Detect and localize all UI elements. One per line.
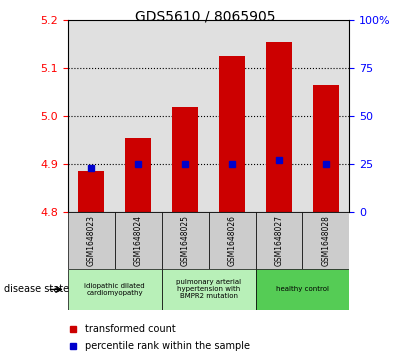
Bar [162, 212, 209, 269]
Bar [313, 85, 339, 212]
Text: pulmonary arterial
hypertension with
BMPR2 mutation: pulmonary arterial hypertension with BMP… [176, 280, 241, 299]
Bar [266, 42, 292, 212]
Text: healthy control: healthy control [276, 286, 329, 293]
Text: transformed count: transformed count [85, 324, 175, 334]
Text: GSM1648025: GSM1648025 [180, 215, 189, 266]
Bar [209, 212, 256, 269]
Bar [256, 269, 349, 310]
Text: disease state: disease state [4, 285, 69, 294]
Bar [302, 212, 349, 269]
Text: GSM1648027: GSM1648027 [275, 215, 284, 266]
Text: GSM1648026: GSM1648026 [228, 215, 237, 266]
Bar [68, 269, 162, 310]
Text: idiopathic dilated
cardiomyopathy: idiopathic dilated cardiomyopathy [84, 283, 145, 296]
Text: GDS5610 / 8065905: GDS5610 / 8065905 [135, 9, 276, 23]
Bar [79, 171, 104, 212]
Text: GSM1648024: GSM1648024 [134, 215, 143, 266]
Bar [256, 212, 302, 269]
Bar [219, 56, 245, 212]
Bar [162, 269, 256, 310]
Bar [68, 212, 115, 269]
Bar [172, 107, 198, 212]
Text: GSM1648028: GSM1648028 [321, 215, 330, 266]
Text: percentile rank within the sample: percentile rank within the sample [85, 341, 250, 351]
Text: GSM1648023: GSM1648023 [87, 215, 96, 266]
Bar [115, 212, 162, 269]
Bar [125, 138, 151, 212]
